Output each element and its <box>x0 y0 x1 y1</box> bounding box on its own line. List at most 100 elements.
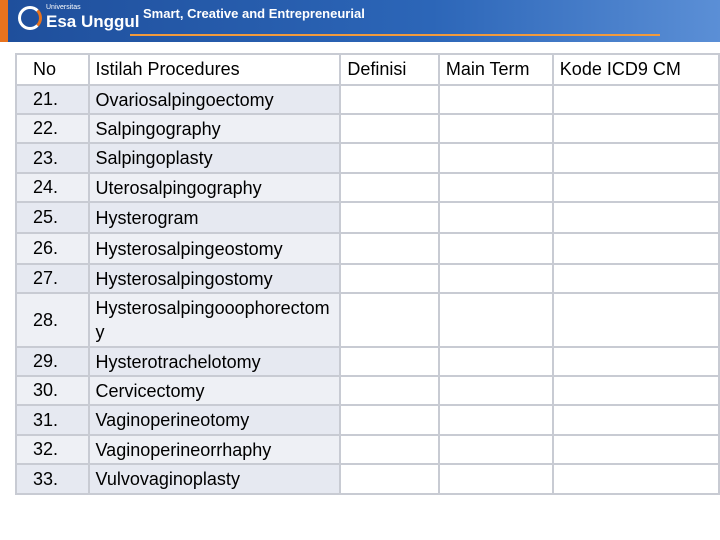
cell-term: Salpingography <box>87 113 342 144</box>
term: Ovariosalpingoectomy <box>95 89 274 110</box>
column-header: Kode ICD9 CM <box>551 53 720 86</box>
cell-no: 25. <box>15 201 90 234</box>
cell-term: Hysterogram <box>87 201 342 234</box>
term: Hysterosalpingeostomy <box>95 238 283 259</box>
cell-empty <box>437 463 554 495</box>
cell-empty <box>551 113 720 144</box>
cell-empty <box>339 263 440 294</box>
row: 28. Hysterosalpingooophorectomy <box>15 292 720 348</box>
column-header: Main Term <box>437 53 554 86</box>
term: Hysterotrachelotomy <box>95 351 261 372</box>
cell-no: 29. <box>15 346 90 377</box>
cell-empty <box>339 113 440 144</box>
cell-empty <box>339 172 440 203</box>
row: 27. Hysterosalpingostomy <box>15 263 720 294</box>
tagline: Smart, Creative and Entrepreneurial <box>143 6 365 21</box>
logo-icon <box>18 6 42 30</box>
row: 23. Salpingoplasty <box>15 142 720 174</box>
cell-empty <box>339 375 440 406</box>
cell-empty <box>339 404 440 436</box>
cell-empty <box>339 201 440 234</box>
cell-empty <box>551 463 720 495</box>
term: Hysterosalpingostomy <box>95 268 273 289</box>
cell-no: 27. <box>15 263 90 294</box>
table: No Istilah Procedures Definisi Main Term Kod… <box>15 53 720 495</box>
term: Cervicectomy <box>95 380 205 401</box>
cell-term: Hysterotrachelotomy <box>87 346 342 377</box>
row: 22. Salpingography <box>15 113 720 144</box>
cell-empty <box>551 172 720 203</box>
cell-empty <box>551 84 720 115</box>
cell-term: Hysterosalpingostomy <box>87 263 342 294</box>
row: 21. Ovariosalpingoectomy <box>15 84 720 115</box>
cell-empty <box>339 84 440 115</box>
cell-empty <box>339 232 440 265</box>
cell-empty <box>551 404 720 436</box>
cell-no: 28. <box>15 292 90 348</box>
cell-empty <box>437 172 554 203</box>
header-bar: Universitas Esa Unggul Smart, Creative a… <box>0 0 720 42</box>
cell-empty <box>437 113 554 144</box>
cell-no: 31. <box>15 404 90 436</box>
cell-no: 23. <box>15 142 90 174</box>
cell-term: Ovariosalpingoectomy <box>87 84 342 115</box>
cell-empty <box>437 346 554 377</box>
cell-term: Cervicectomy <box>87 375 342 406</box>
row: 33. Vulvovaginoplasty <box>15 463 720 495</box>
term: Vaginoperineotomy <box>95 410 250 430</box>
cell-empty <box>437 375 554 406</box>
cell-empty <box>551 142 720 174</box>
cell-empty <box>551 263 720 294</box>
term: Uterosalpingography <box>95 177 262 198</box>
cell-no: 22. <box>15 113 90 144</box>
row: 29. Hysterotrachelotomy <box>15 346 720 377</box>
cell-empty <box>437 292 554 348</box>
cell-empty <box>339 292 440 348</box>
cell-empty <box>437 142 554 174</box>
accent-line <box>130 34 660 36</box>
cell-empty <box>437 434 554 465</box>
cell-term: Vaginoperineorrhaphy <box>87 434 342 465</box>
cell-empty <box>437 84 554 115</box>
row: 30. Cervicectomy <box>15 375 720 406</box>
cell-empty <box>437 201 554 234</box>
term: Vaginoperineorrhaphy <box>95 439 272 460</box>
term: Hysterogram <box>95 207 199 228</box>
cell-empty <box>551 346 720 377</box>
cell-empty <box>551 292 720 348</box>
cell-empty <box>437 404 554 436</box>
cell-empty <box>339 434 440 465</box>
cell-empty <box>339 346 440 377</box>
cell-no: 24. <box>15 172 90 203</box>
cell-term: Salpingoplasty <box>87 142 342 174</box>
column-header: No <box>15 53 90 86</box>
cell-no: 21. <box>15 84 90 115</box>
logo: Esa Unggul <box>46 12 140 31</box>
row: 24. Uterosalpingography <box>15 172 720 203</box>
cell-empty <box>437 232 554 265</box>
term: Hysterosalpingooophorectomy <box>95 298 330 342</box>
cell-empty <box>339 142 440 174</box>
cell-no: 33. <box>15 463 90 495</box>
cell-no: 26. <box>15 232 90 265</box>
cell-term: Vaginoperineotomy <box>87 404 342 436</box>
column-header: Istilah Procedures <box>87 53 342 86</box>
row: 32. Vaginoperineorrhaphy <box>15 434 720 465</box>
cell-no: 32. <box>15 434 90 465</box>
cell-empty <box>551 201 720 234</box>
column-header: Definisi <box>339 53 440 86</box>
row: 31. Vaginoperineotomy <box>15 404 720 436</box>
logo-small: Universitas <box>46 4 81 11</box>
term: Salpingoplasty <box>95 148 213 168</box>
cell-empty <box>339 463 440 495</box>
cell-empty <box>551 375 720 406</box>
cell-empty <box>437 263 554 294</box>
term: Vulvovaginoplasty <box>95 469 240 489</box>
header-row: No Istilah Procedures Definisi Main Term Kod… <box>15 53 720 86</box>
cell-term: Hysterosalpingeostomy <box>87 232 342 265</box>
cell-empty <box>551 232 720 265</box>
cell-no: 30. <box>15 375 90 406</box>
cell-term: Vulvovaginoplasty <box>87 463 342 495</box>
cell-empty <box>551 434 720 465</box>
